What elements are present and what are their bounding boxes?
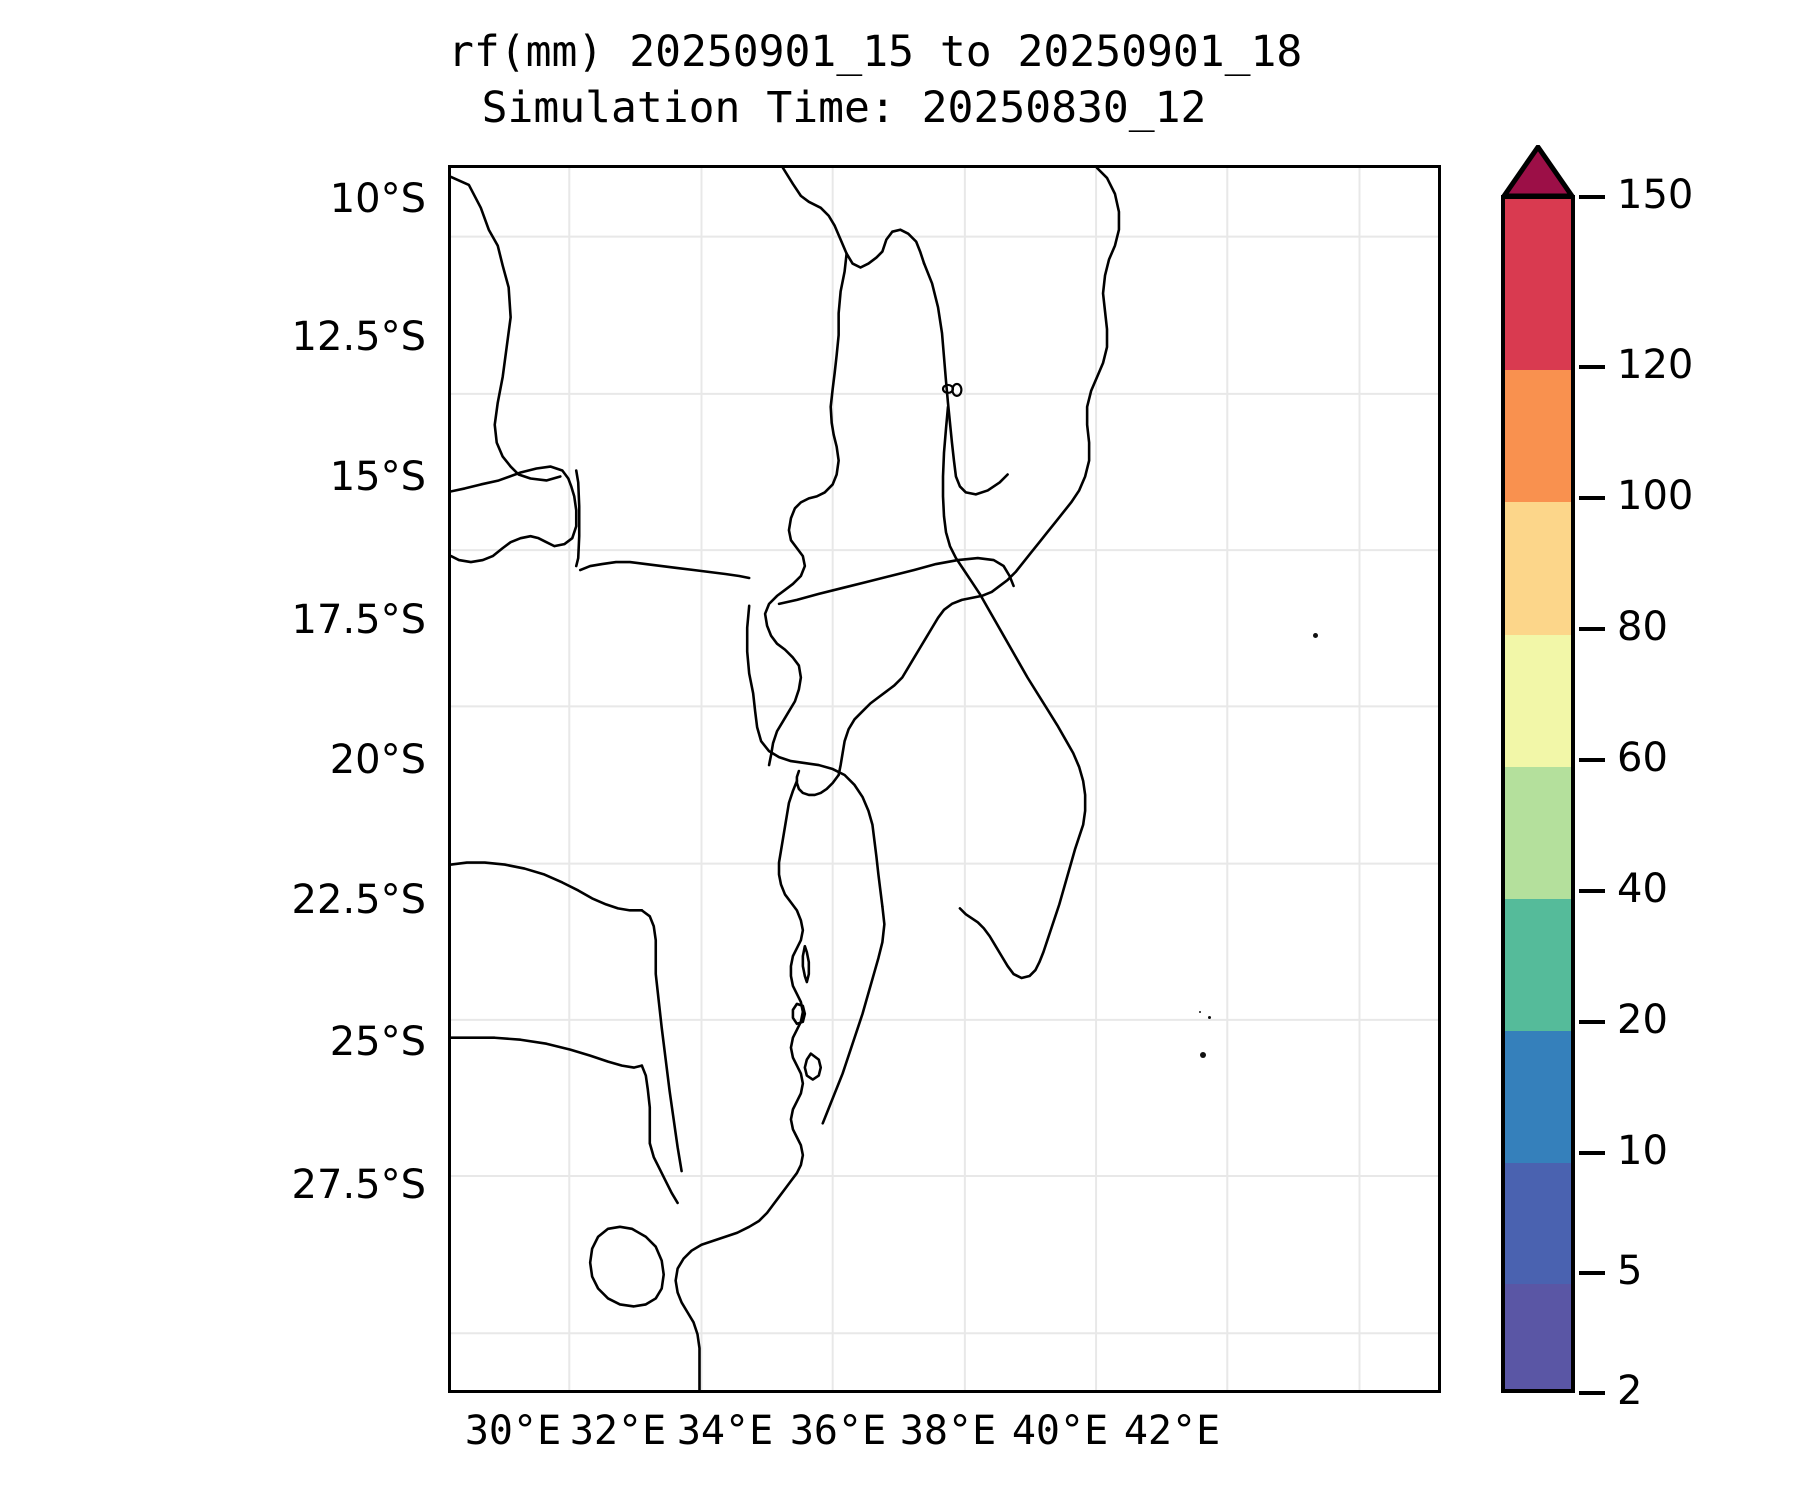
colorbar-label-80: 80 (1617, 604, 1668, 650)
colorbar-segment-2-5 (1505, 1283, 1571, 1389)
ocean-speck-2 (1208, 1016, 1211, 1019)
xtick-label-42E: 42°E (1123, 1408, 1221, 1454)
gridlines (451, 168, 1438, 1390)
map-geometry-svg (451, 168, 1438, 1390)
colorbar-segment-10-20 (1505, 1031, 1571, 1164)
xtick-label-34E: 34°E (676, 1408, 774, 1454)
xtick-label-38E: 38°E (899, 1408, 997, 1454)
colorbar-segment-120-150 (1505, 199, 1571, 371)
xtick-label-30E: 30°E (464, 1408, 562, 1454)
figure-title: rf(mm) 20250901_15 to 20250901_18 Simula… (448, 24, 1303, 136)
ocean-speck-3 (1199, 1011, 1201, 1013)
colorbar-tick-100 (1579, 496, 1605, 500)
colorbar-extend-max-arrow (1501, 145, 1575, 197)
ytick-label-15S: 15°S (329, 454, 426, 500)
xtick-label-32E: 32°E (569, 1408, 667, 1454)
colorbar-label-40: 40 (1617, 866, 1668, 912)
ytick-label-27-5S: 27.5°S (291, 1162, 426, 1208)
colorbar-label-100: 100 (1617, 473, 1694, 519)
ocean-speck-4 (1200, 1052, 1206, 1058)
ytick-label-20S: 20°S (329, 737, 426, 783)
colorbar-label-5: 5 (1617, 1248, 1643, 1294)
colorbar-tick-10 (1579, 1151, 1605, 1155)
colorbar-tick-150 (1579, 195, 1605, 199)
colorbar-segment-100-120 (1505, 370, 1571, 503)
title-line-1: rf(mm) 20250901_15 to 20250901_18 (448, 27, 1303, 77)
ytick-label-12-5S: 12.5°S (291, 314, 426, 360)
map-axes[interactable] (448, 165, 1441, 1393)
ytick-label-10S: 10°S (329, 176, 426, 222)
title-line-2: Simulation Time: 20250830_12 (481, 83, 1207, 133)
colorbar-label-60: 60 (1617, 735, 1668, 781)
colorbar-segment-60-80 (1505, 634, 1571, 767)
ocean-speck-1 (1313, 633, 1318, 638)
colorbar-tick-5 (1579, 1271, 1605, 1275)
xtick-label-36E: 36°E (789, 1408, 887, 1454)
colorbar-tick-20 (1579, 1020, 1605, 1024)
colorbar-label-150: 150 (1617, 172, 1694, 218)
colorbar-label-10: 10 (1617, 1128, 1668, 1174)
colorbar[interactable]: 150 120 100 80 60 40 20 10 5 2 (1501, 145, 1693, 1414)
colorbar-label-120: 120 (1617, 342, 1694, 388)
ytick-label-17-5S: 17.5°S (291, 597, 426, 643)
colorbar-segment-40-60 (1505, 766, 1571, 899)
colorbar-tick-60 (1579, 758, 1605, 762)
ytick-label-25S: 25°S (329, 1019, 426, 1065)
colorbar-gradient[interactable] (1501, 195, 1575, 1393)
ytick-label-22-5S: 22.5°S (291, 877, 426, 923)
colorbar-tick-40 (1579, 889, 1605, 893)
colorbar-tick-2 (1579, 1391, 1605, 1395)
xtick-label-40E: 40°E (1011, 1408, 1109, 1454)
lake-islets (941, 382, 963, 397)
country-borders (451, 168, 1121, 1390)
colorbar-segment-80-100 (1505, 502, 1571, 635)
colorbar-tick-80 (1579, 627, 1605, 631)
colorbar-segment-5-10 (1505, 1163, 1571, 1284)
colorbar-segment-20-40 (1505, 898, 1571, 1032)
map-plot-area (451, 168, 1438, 1390)
colorbar-label-2: 2 (1617, 1368, 1643, 1414)
colorbar-tick-120 (1579, 365, 1605, 369)
colorbar-label-20: 20 (1617, 997, 1668, 1043)
